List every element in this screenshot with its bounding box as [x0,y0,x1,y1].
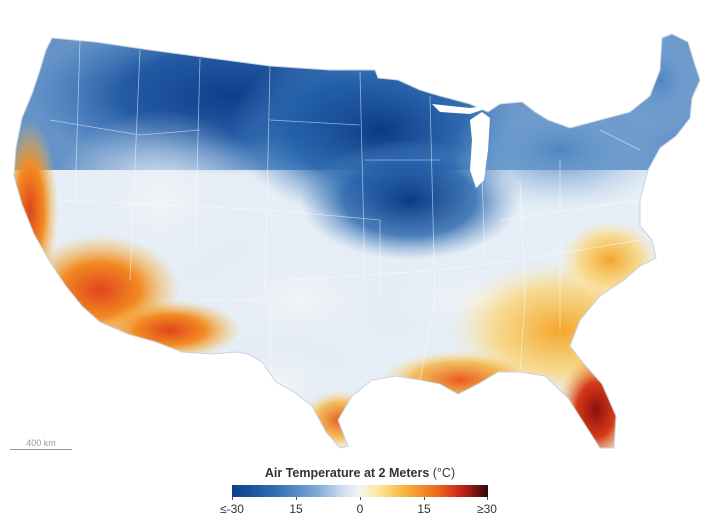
legend-label-neg15: 15 [289,502,303,516]
legend-label-15: 15 [417,502,431,516]
temperature-map [13,33,701,449]
legend-label-zero: 0 [356,502,364,516]
us-outline [13,33,701,449]
temperature-legend: Air Temperature at 2 Meters (°C) ≤-30 15… [210,466,510,522]
legend-title-unit: (°C) [432,466,456,480]
us-map-svg [13,33,701,449]
legend-label-max: ≥30 [477,502,497,516]
legend-tick [424,497,425,500]
scale-bar-label: 400 km [26,438,56,448]
legend-tick [487,497,488,500]
lake-superior [432,104,500,114]
lake-michigan [470,112,490,188]
scale-bar-line [10,449,72,450]
temperature-field [14,34,700,448]
legend-tick [232,497,233,500]
legend-title-text: Air Temperature at 2 Meters [264,466,430,480]
legend-label-min: ≤-30 [220,502,244,516]
legend-tick [360,497,361,500]
state-borders [49,39,641,381]
legend-color-bar [232,485,488,497]
scale-bar: 400 km [10,438,72,452]
legend-title: Air Temperature at 2 Meters (°C) [210,466,510,480]
legend-tick [296,497,297,500]
